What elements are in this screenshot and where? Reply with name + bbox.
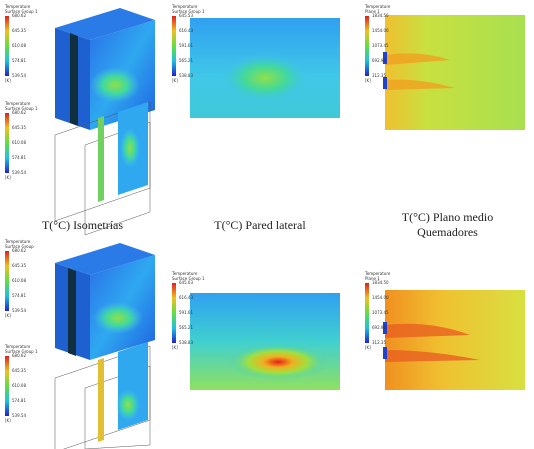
legend-tick: 1454.00 (372, 295, 389, 300)
legend-tick: 539.54 (12, 413, 26, 418)
legend-title: Temperature (171, 4, 198, 9)
legend-group: Plane 1 (365, 9, 380, 14)
color-bar (5, 113, 9, 173)
legend-tick: 1073.45 (372, 310, 389, 315)
legend-tick: 645.35 (12, 368, 26, 373)
legend-tick: 1073.45 (372, 43, 389, 48)
legend-tick: 574.81 (12, 58, 26, 63)
legend-tick: 616.43 (179, 295, 193, 300)
color-bar (5, 251, 9, 311)
legend-tick: 1834.50 (372, 13, 389, 18)
legend-unit: [K] (365, 345, 371, 350)
legend-group: Surface Group 1 (5, 9, 38, 14)
legend-tick: 692.90 (372, 325, 386, 330)
legend-tick: 645.53 (179, 13, 193, 18)
legend-title: Temperature (4, 344, 31, 349)
legend-tick: 312.35 (372, 73, 386, 78)
legend-tick: 1834.50 (372, 280, 389, 285)
legend-unit: [K] (5, 418, 11, 423)
color-bar (172, 283, 176, 343)
legend-group: Surface Group 1 (172, 276, 205, 281)
legend-tick: 539.54 (12, 73, 26, 78)
legend-tick: 538.83 (179, 340, 193, 345)
legend-title: Temperature (4, 239, 31, 244)
legend-tick: 645.35 (12, 125, 26, 130)
legend-tick: 539.54 (12, 308, 26, 313)
legend-tick: 610.08 (12, 140, 26, 145)
legend-title: Temperature (4, 101, 31, 106)
legend-tick: 680.62 (12, 110, 26, 115)
legend-tick: 680.62 (12, 353, 26, 358)
legend-tick: 574.81 (12, 398, 26, 403)
legend-title: Temperature (4, 4, 31, 9)
legend-title: Temperature (364, 271, 391, 276)
legend-title: Temperature (171, 271, 198, 276)
caption: T(°C) Plano medio Quemadores (401, 210, 494, 239)
color-bar (5, 16, 9, 76)
legend-tick: 610.08 (12, 43, 26, 48)
color-bar (365, 16, 369, 76)
legend-tick: 1454.00 (372, 28, 389, 33)
legend-tick: 539.54 (12, 170, 26, 175)
legend-tick: 645.35 (12, 263, 26, 268)
legend-tick: 680.62 (12, 248, 26, 253)
legend-group: Surface Group (5, 244, 34, 249)
legend-tick: 591.61 (179, 43, 193, 48)
legend-tick: 610.08 (12, 383, 26, 388)
legend-unit: [K] (5, 78, 11, 83)
legend-unit: [K] (365, 78, 371, 83)
legend-unit: [K] (5, 175, 11, 180)
legend-unit: [K] (172, 345, 178, 350)
legend-unit: [K] (5, 313, 11, 318)
legend-unit: [K] (172, 78, 178, 83)
legend-tick: 616.43 (179, 28, 193, 33)
color-bar (172, 16, 176, 76)
legend-tick: 538.83 (179, 73, 193, 78)
legend-tick: 610.08 (12, 278, 26, 283)
legend-tick: 591.61 (179, 310, 193, 315)
legend-group: Surface Group 1 (5, 349, 38, 354)
legend-title: Temperature (364, 4, 391, 9)
legend-tick: 565.21 (179, 58, 193, 63)
color-bar (365, 283, 369, 343)
caption: T(°C) Pared lateral (214, 218, 306, 232)
legend-tick: 574.81 (12, 155, 26, 160)
legend-tick: 565.21 (179, 325, 193, 330)
legend-group: Surface Group 1 (5, 106, 38, 111)
legend-group: Plane 1 (365, 276, 380, 281)
legend-tick: 692.90 (372, 58, 386, 63)
legend-tick: 312.35 (372, 340, 386, 345)
legend-tick: 645.35 (12, 28, 26, 33)
legend-tick: 645.03 (179, 280, 193, 285)
legend-tick: 574.81 (12, 293, 26, 298)
legend-group: Surface Group 1 (172, 9, 205, 14)
caption: T(°C) Isometrías (41, 218, 124, 232)
legend-tick: 680.62 (12, 13, 26, 18)
color-bar (5, 356, 9, 416)
